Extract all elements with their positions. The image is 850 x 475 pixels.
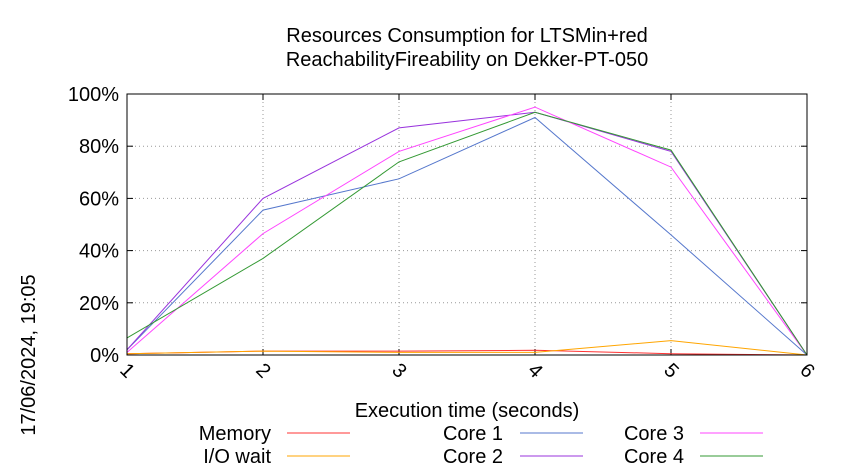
y-tick-label: 40% bbox=[79, 241, 119, 263]
y-tick-label: 20% bbox=[79, 293, 119, 315]
series-line-core-4 bbox=[126, 111, 808, 356]
legend-label: Memory bbox=[199, 423, 271, 445]
x-tick-label: 5 bbox=[659, 359, 682, 382]
timestamp-label: 17/06/2024, 19:05 bbox=[18, 274, 40, 435]
x-axis-label: Execution time (seconds) bbox=[355, 400, 580, 422]
x-tick-label: 2 bbox=[251, 359, 274, 382]
series-lines bbox=[126, 106, 808, 356]
legend-label: Core 4 bbox=[624, 446, 684, 468]
series-line-core-3 bbox=[126, 106, 808, 356]
y-axis-ticks: 0% 20% 40% 60% 80% 100% bbox=[68, 84, 807, 367]
grid-lines bbox=[126, 93, 808, 356]
legend-label: Core 3 bbox=[624, 423, 684, 445]
legend-label: Core 2 bbox=[443, 446, 503, 468]
x-tick-label: 4 bbox=[523, 359, 546, 382]
series-line-core-2 bbox=[126, 111, 808, 356]
y-tick-label: 100% bbox=[68, 84, 119, 106]
x-tick-label: 6 bbox=[795, 359, 818, 382]
series-line-core-1 bbox=[126, 116, 808, 356]
y-tick-label: 0% bbox=[90, 345, 119, 367]
x-tick-label: 3 bbox=[387, 359, 410, 382]
series-line-i-o-wait bbox=[126, 340, 808, 356]
chart-title-line-1: Resources Consumption for LTSMin+red bbox=[286, 25, 647, 47]
y-tick-label: 80% bbox=[79, 136, 119, 158]
legend-label: I/O wait bbox=[203, 446, 271, 468]
plot-border bbox=[126, 93, 808, 356]
legend-label: Core 1 bbox=[443, 423, 503, 445]
chart-title-line-2: ReachabilityFireability on Dekker-PT-050 bbox=[286, 49, 648, 71]
y-tick-label: 60% bbox=[79, 188, 119, 210]
